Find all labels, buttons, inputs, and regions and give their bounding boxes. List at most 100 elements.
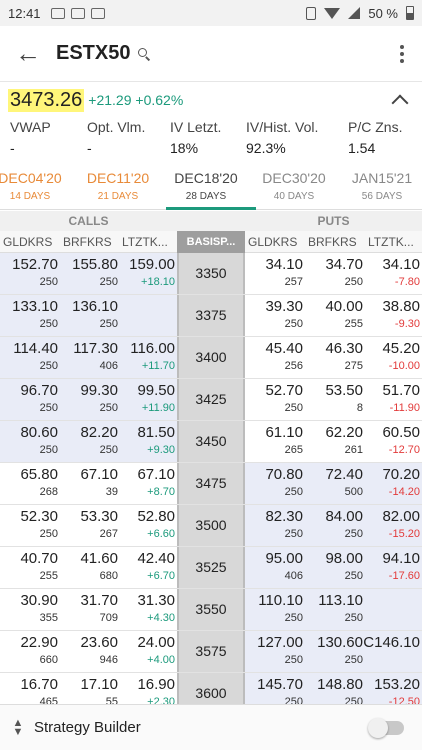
put-ask-cell[interactable]: 40.00 255 (325, 295, 363, 332)
expand-collapse-icon[interactable]: ▲ ▼ (12, 716, 24, 738)
call-col-last-header[interactable]: LTZTK... (122, 235, 168, 249)
put-col-bid-header[interactable]: GLDKRS (248, 235, 298, 249)
put-last-cell[interactable]: 45.20 -10.00 (382, 337, 420, 374)
back-arrow-icon[interactable]: ← (15, 38, 41, 68)
call-bid-cell[interactable]: 80.60 250 (20, 421, 58, 458)
strike-price[interactable]: 3425 (195, 391, 227, 407)
call-ask-cell[interactable]: 23.60 946 (80, 631, 118, 668)
call-bid-cell[interactable]: 30.90 355 (20, 589, 58, 626)
put-ask-cell[interactable]: 130.60 250 (317, 631, 363, 668)
call-last-cell[interactable]: 31.30 +4.30 (137, 589, 175, 626)
put-col-ask-header[interactable]: BRFKRS (308, 235, 357, 249)
option-row[interactable]: 96.70 250 99.30 250 99.50 +11.90 3425 52.70 250 5… (0, 379, 422, 421)
strike-price[interactable]: 3450 (195, 433, 227, 449)
put-ask-cell[interactable]: 34.70 250 (325, 253, 363, 290)
put-bid-cell[interactable]: 82.30 250 (265, 505, 303, 542)
call-col-bid-header[interactable]: GLDKRS (3, 235, 53, 249)
option-row[interactable]: 133.10 250 136.10 250 3375 39.30 250 40.00 255 38… (0, 295, 422, 337)
strike-price[interactable]: 3500 (195, 517, 227, 533)
put-last-cell[interactable]: 38.80 -9.30 (382, 295, 420, 332)
strategy-builder-bar[interactable]: ▲ ▼ Strategy Builder (0, 704, 422, 750)
call-ask-cell[interactable]: 31.70 709 (80, 589, 118, 626)
call-ask-size: 680 (99, 570, 118, 582)
put-ask-cell[interactable]: 98.00 250 (325, 547, 363, 584)
call-last-cell[interactable]: 81.50 +9.30 (137, 421, 175, 458)
call-ask-cell[interactable]: 117.30 406 (73, 337, 118, 374)
put-last-cell[interactable]: 34.10 -7.80 (382, 253, 420, 290)
put-bid-cell[interactable]: 61.10 265 (265, 421, 303, 458)
put-bid-cell[interactable]: 39.30 250 (265, 295, 303, 332)
strategy-builder-toggle[interactable] (368, 717, 404, 738)
call-bid-cell[interactable]: 133.10 250 (12, 295, 58, 332)
call-bid-cell[interactable]: 65.80 268 (20, 463, 58, 500)
call-ask-cell[interactable]: 99.30 250 (80, 379, 118, 416)
call-ask-cell[interactable]: 155.80 250 (72, 253, 118, 290)
option-row[interactable]: 80.60 250 82.20 250 81.50 +9.30 3450 61.10 265 62… (0, 421, 422, 463)
call-ask-cell[interactable]: 82.20 250 (80, 421, 118, 458)
option-row[interactable]: 52.30 250 53.30 267 52.80 +6.60 3500 82.30 250 84… (0, 505, 422, 547)
put-ask-cell[interactable]: 62.20 261 (325, 421, 363, 458)
option-row[interactable]: 30.90 355 31.70 709 31.30 +4.30 3550 110.10 250 1… (0, 589, 422, 631)
option-row[interactable]: 152.70 250 155.80 250 159.00 +18.10 3350 34.10 2… (0, 253, 422, 295)
strike-price[interactable]: 3600 (195, 685, 227, 701)
call-last-cell[interactable]: 159.00 +18.10 (129, 253, 175, 290)
call-ask-cell[interactable]: 53.30 267 (80, 505, 118, 542)
put-ask-cell[interactable]: 72.40 500 (325, 463, 363, 500)
strike-price[interactable]: 3400 (195, 349, 227, 365)
strike-price[interactable]: 3350 (195, 265, 227, 281)
strike-price[interactable]: 3475 (195, 475, 227, 491)
call-bid-cell[interactable]: 22.90 660 (20, 631, 58, 668)
put-ask-price: 84.00 (325, 508, 363, 525)
put-last-cell[interactable]: 70.20 -14.20 (382, 463, 420, 500)
put-bid-cell[interactable]: 95.00 406 (265, 547, 303, 584)
put-last-cell[interactable]: 82.00 -15.20 (382, 505, 420, 542)
option-row[interactable]: 22.90 660 23.60 946 24.00 +4.00 3575 127.00 250 1… (0, 631, 422, 673)
tab-expiry-dec18[interactable]: DEC18'20 28 DAYS (174, 170, 238, 202)
strike-header[interactable]: BASISP... (177, 231, 245, 253)
call-col-ask-header[interactable]: BRFKRS (63, 235, 112, 249)
strike-price[interactable]: 3375 (195, 307, 227, 323)
put-bid-cell[interactable]: 34.10 257 (265, 253, 303, 290)
call-bid-cell[interactable]: 114.40 250 (13, 337, 58, 374)
put-bid-cell[interactable]: 52.70 250 (265, 379, 303, 416)
put-last-cell[interactable]: 51.70 -11.90 (382, 379, 420, 416)
put-bid-cell[interactable]: 45.40 256 (265, 337, 303, 374)
put-last-cell[interactable]: 60.50 -12.70 (382, 421, 420, 458)
tab-expiry-dec11[interactable]: DEC11'20 21 DAYS (86, 170, 150, 202)
call-ask-cell[interactable]: 136.10 250 (72, 295, 118, 332)
call-ask-cell[interactable]: 41.60 680 (80, 547, 118, 584)
put-bid-cell[interactable]: 110.10 250 (258, 589, 303, 626)
call-last-cell[interactable]: 52.80 +6.60 (137, 505, 175, 542)
strike-price[interactable]: 3575 (195, 643, 227, 659)
put-ask-cell[interactable]: 53.50 8 (325, 379, 363, 416)
call-last-cell[interactable]: 67.10 +8.70 (137, 463, 175, 500)
strike-price[interactable]: 3550 (195, 601, 227, 617)
put-bid-cell[interactable]: 70.80 250 (265, 463, 303, 500)
call-bid-cell[interactable]: 40.70 255 (20, 547, 58, 584)
call-bid-cell[interactable]: 96.70 250 (20, 379, 58, 416)
option-row[interactable]: 65.80 268 67.10 39 67.10 +8.70 3475 70.80 250 72.… (0, 463, 422, 505)
put-last-cell[interactable]: C146.10 (363, 631, 420, 652)
more-vert-icon[interactable] (382, 26, 422, 82)
put-ask-cell[interactable]: 84.00 250 (325, 505, 363, 542)
put-ask-cell[interactable]: 46.30 275 (325, 337, 363, 374)
put-bid-cell[interactable]: 127.00 250 (257, 631, 303, 668)
call-bid-cell[interactable]: 152.70 250 (12, 253, 58, 290)
tab-expiry-jan15[interactable]: JAN15'21 56 DAYS (351, 170, 413, 202)
call-ask-cell[interactable]: 67.10 39 (80, 463, 118, 500)
chevron-up-icon[interactable] (391, 94, 409, 112)
call-last-cell[interactable]: 42.40 +6.70 (137, 547, 175, 584)
put-last-cell[interactable]: 94.10 -17.60 (382, 547, 420, 584)
call-last-cell[interactable]: 99.50 +11.90 (137, 379, 175, 416)
strike-price[interactable]: 3525 (195, 559, 227, 575)
put-col-last-header[interactable]: LTZTK... (368, 235, 414, 249)
call-last-cell[interactable]: 116.00 +11.70 (130, 337, 175, 374)
put-ask-cell[interactable]: 113.10 250 (318, 589, 363, 626)
call-last-cell[interactable]: 24.00 +4.00 (137, 631, 175, 668)
tab-expiry-dec30[interactable]: DEC30'20 40 DAYS (262, 170, 326, 202)
option-row[interactable]: 40.70 255 41.60 680 42.40 +6.70 3525 95.00 406 98… (0, 547, 422, 589)
search-icon[interactable] (138, 47, 150, 60)
tab-expiry-dec04[interactable]: DEC04'20 14 DAYS (0, 170, 62, 202)
call-bid-cell[interactable]: 52.30 250 (20, 505, 58, 542)
option-row[interactable]: 114.40 250 117.30 406 116.00 +11.70 3400 45.40 2… (0, 337, 422, 379)
